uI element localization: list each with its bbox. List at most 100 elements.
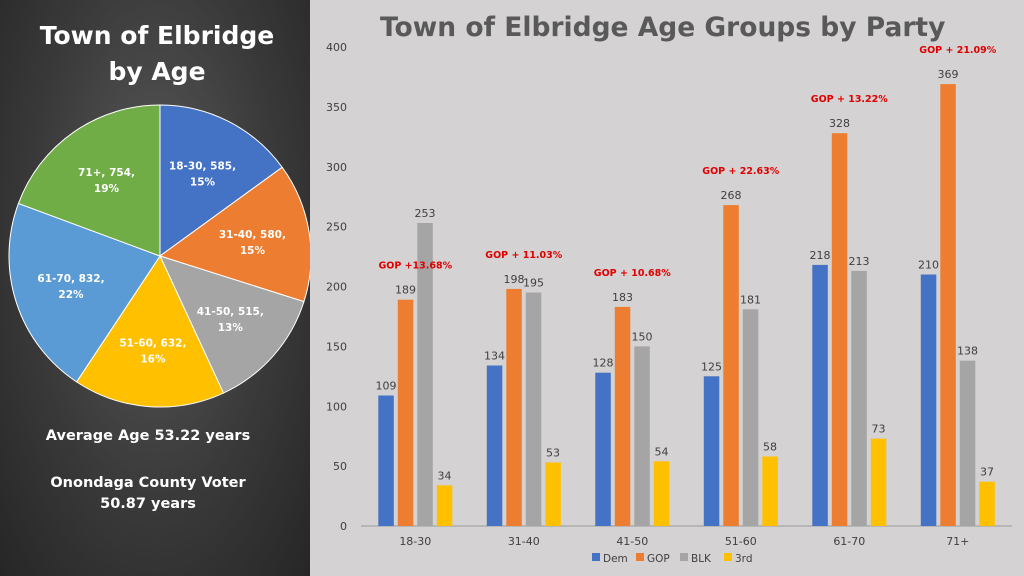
bar-dem-61-70 [812, 264, 828, 526]
pie-label-71plus: 71+, 754, 19% [78, 167, 135, 195]
data-label-blk-71plus: 138 [957, 345, 978, 358]
county-voter-text: Onondaga County Voter 50.87 years [0, 473, 296, 515]
bar-dem-71plus [920, 274, 937, 526]
data-label-gop-51-60: 268 [721, 189, 742, 202]
bar-blk-61-70 [851, 270, 867, 526]
x-tick-label-41-50: 41-50 [616, 535, 648, 548]
data-label-3rd-51-60: 58 [763, 441, 777, 454]
x-tick-label-51-60: 51-60 [725, 535, 757, 548]
data-label-gop-71plus: 369 [938, 68, 959, 81]
pie-label-41-50: 41-50, 515, 13% [197, 306, 264, 334]
bar-3rd-61-70 [870, 438, 887, 526]
data-label-dem-51-60: 125 [701, 360, 722, 373]
data-label-gop-31-40: 198 [504, 273, 525, 286]
bar-gop-18-30 [397, 299, 414, 526]
y-tick-label: 50 [333, 460, 347, 473]
data-label-3rd-71plus: 37 [980, 466, 994, 479]
pie-title: Town of Elbridge by Age [0, 18, 314, 90]
annotation-31-40: GOP + 11.03% [485, 250, 562, 261]
y-tick-label: 100 [326, 400, 347, 413]
pie-slice-41-50 [159, 255, 305, 394]
pie-slice-51-60 [75, 254, 225, 408]
pie-label-18-30: 18-30, 585, 15% [169, 161, 236, 189]
bar-3rd-41-50 [653, 461, 670, 526]
x-tick-label-61-70: 61-70 [833, 535, 865, 548]
bar-3rd-31-40 [545, 462, 561, 526]
bar-gop-51-60 [723, 205, 739, 526]
legend-label-gop: GOP [647, 553, 670, 565]
x-tick-label-18-30: 18-30 [399, 535, 431, 548]
county-voter-line2: 50.87 years [100, 496, 196, 512]
pie-title-line1: Town of Elbridge [39, 21, 275, 50]
pie-label-31-40: 31-40, 580, 15% [219, 229, 286, 257]
bar-gop-71plus [940, 84, 956, 526]
data-label-3rd-61-70: 73 [872, 423, 886, 436]
annotation-71plus: GOP + 21.09% [919, 45, 996, 56]
legend-swatch-gop [636, 553, 644, 561]
annotation-18-30: GOP +13.68% [378, 261, 452, 272]
data-label-dem-18-30: 109 [376, 380, 397, 393]
pie-slice-31-40 [158, 166, 310, 303]
x-tick-label-31-40: 31-40 [508, 535, 540, 548]
legend-label-blk: BLK [691, 553, 712, 565]
legend-label-dem: Dem [603, 553, 628, 565]
bar-blk-51-60 [742, 309, 759, 526]
pie-slice-61-70 [8, 202, 161, 383]
annotation-51-60: GOP + 22.63% [702, 166, 779, 177]
pie-label-51-60: 51-60, 632, 16% [119, 337, 186, 365]
county-voter-line1: Onondaga County Voter [50, 475, 246, 491]
data-label-3rd-31-40: 53 [546, 447, 560, 460]
data-label-dem-41-50: 128 [593, 357, 614, 370]
data-label-blk-51-60: 181 [740, 293, 761, 306]
bar-blk-41-50 [634, 346, 650, 526]
data-label-dem-31-40: 134 [484, 350, 505, 363]
legend-label-3rd: 3rd [735, 553, 752, 565]
y-tick-label: 250 [326, 221, 347, 234]
pie-title-line2: by Age [108, 57, 206, 86]
legend-swatch-dem [592, 553, 600, 561]
pie-label-61-70: 61-70, 832, 22% [37, 273, 104, 301]
annotation-61-70: GOP + 13.22% [811, 94, 888, 105]
y-tick-label: 200 [326, 281, 347, 294]
bar-blk-31-40 [525, 292, 542, 526]
y-tick-label: 300 [326, 161, 347, 174]
data-label-blk-61-70: 213 [849, 255, 870, 268]
bar-dem-18-30 [378, 395, 394, 526]
y-tick-label: 400 [326, 41, 347, 54]
bar-dem-31-40 [486, 365, 503, 526]
data-label-blk-31-40: 195 [523, 277, 544, 290]
pie-slice-71plus [17, 104, 161, 257]
y-tick-label: 350 [326, 101, 347, 114]
data-label-gop-18-30: 189 [395, 284, 416, 297]
y-tick-label: 150 [326, 340, 347, 353]
bar-dem-41-50 [595, 372, 611, 526]
bar-3rd-51-60 [762, 456, 778, 526]
data-label-3rd-18-30: 34 [438, 469, 452, 482]
data-label-3rd-41-50: 54 [655, 445, 669, 458]
pie-slice-18-30 [159, 104, 283, 257]
data-label-blk-18-30: 253 [415, 207, 436, 220]
data-label-gop-61-70: 328 [829, 117, 850, 130]
data-label-blk-41-50: 150 [632, 330, 653, 343]
bar-3rd-71plus [979, 481, 995, 526]
legend-swatch-blk [680, 553, 688, 561]
bar-gop-31-40 [506, 288, 522, 526]
y-tick-label: 0 [340, 520, 347, 533]
bar-3rd-18-30 [436, 485, 453, 526]
bar-gop-41-50 [614, 306, 631, 526]
bar-chart-title: Town of Elbridge Age Groups by Party [380, 12, 946, 43]
pie-chart: 18-30, 585, 15% 31-40, 580, 15% 41-50, 515, 1… [8, 104, 310, 408]
bar-gop-61-70 [831, 133, 848, 526]
bar-dem-51-60 [703, 376, 720, 526]
annotation-41-50: GOP + 10.68% [594, 268, 671, 279]
data-label-dem-61-70: 218 [810, 249, 831, 262]
bar-blk-71plus [959, 360, 976, 526]
legend-swatch-3rd [724, 553, 732, 561]
data-label-gop-41-50: 183 [612, 291, 633, 304]
x-tick-label-71plus: 71+ [946, 535, 969, 548]
average-age-text: Average Age 53.22 years [45, 428, 251, 444]
bar-blk-18-30 [417, 223, 433, 526]
data-label-dem-71plus: 210 [918, 259, 939, 272]
bar-chart: 0 50 100 150 200 250 300 350 400 109 189 253 34 18-30… [326, 41, 1012, 565]
